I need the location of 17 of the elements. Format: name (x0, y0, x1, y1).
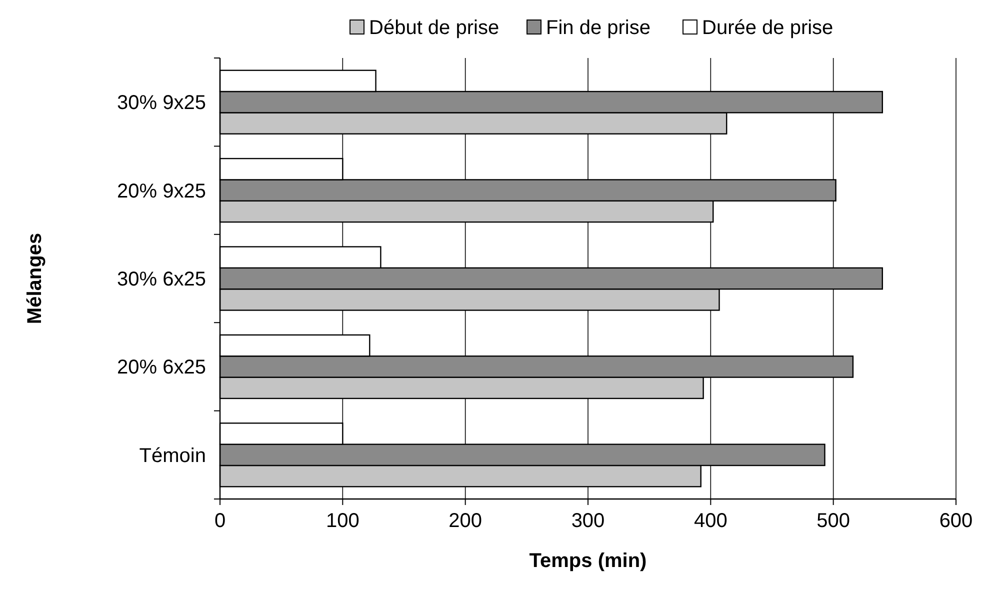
y-tick-label: 20% 6x25 (117, 356, 206, 379)
legend-label: Début de prise (369, 17, 500, 39)
x-tick-label: 200 (448, 510, 482, 532)
y-tick-label: 30% 9x25 (117, 92, 206, 114)
y-axis-title: Mélanges (24, 232, 46, 324)
x-tick-label: 0 (214, 510, 226, 532)
x-tick-label: 400 (694, 510, 728, 532)
y-tick-label: Témoin (139, 444, 206, 467)
legend-label: Fin de prise (546, 17, 650, 39)
y-tick-label: 30% 6x25 (117, 268, 206, 290)
x-tick-label: 600 (939, 510, 973, 532)
x-axis-title: Temps (min) (529, 550, 647, 572)
y-tick-label: 20% 9x25 (117, 180, 206, 202)
x-tick-label: 300 (571, 510, 605, 532)
legend-label: Durée de prise (702, 17, 834, 39)
x-tick-label: 100 (326, 510, 360, 532)
x-tick-label: 500 (816, 510, 850, 532)
